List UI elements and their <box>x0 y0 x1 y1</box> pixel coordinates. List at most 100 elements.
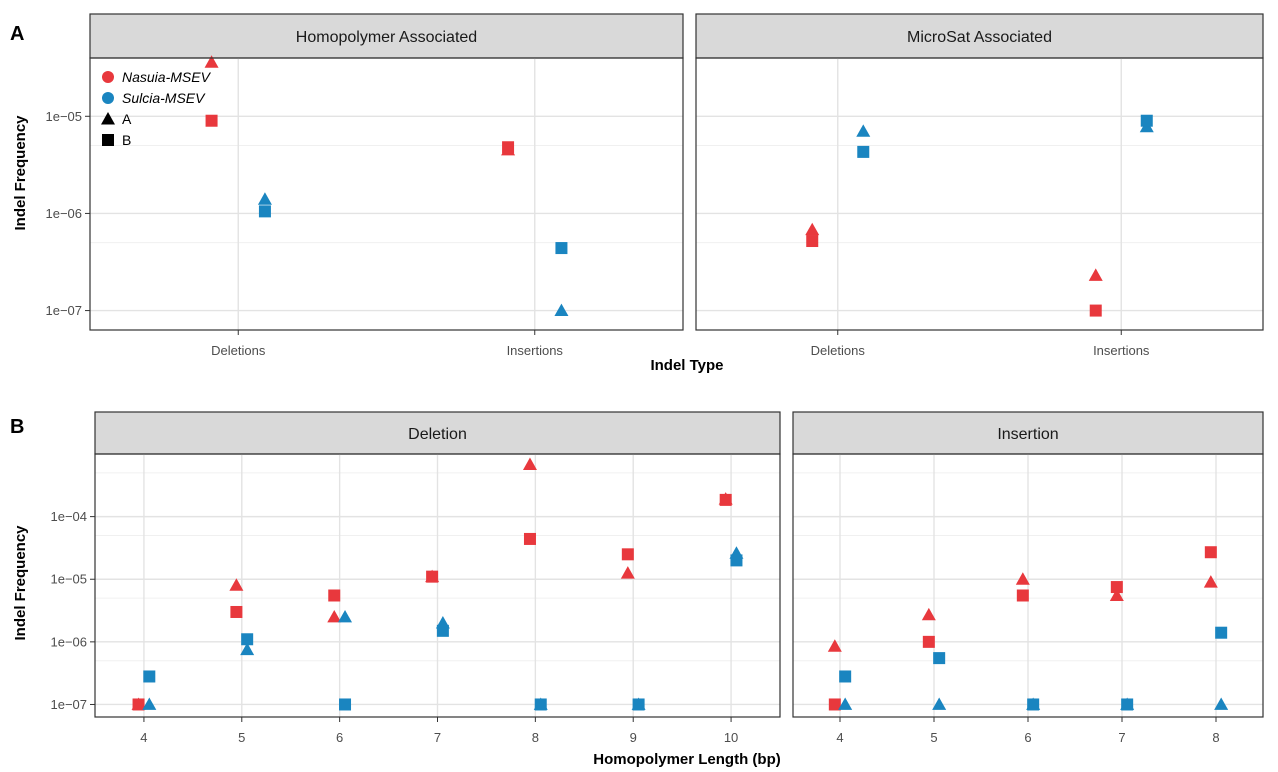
data-point-nasuia-b <box>502 141 515 154</box>
data-point-nasuia-b <box>1089 304 1102 317</box>
data-point-sulcia-b <box>555 242 568 255</box>
data-point-nasuia-a <box>522 457 537 470</box>
data-point-sulcia-b <box>730 554 743 567</box>
x-tick-label: 6 <box>336 730 343 745</box>
panel-a-x-axis-title: Indel Type <box>650 357 723 374</box>
panel-b-y-axis-title: Indel Frequency <box>12 525 29 641</box>
data-point-sulcia-a <box>932 697 947 710</box>
x-tick-label: 5 <box>238 730 245 745</box>
panel-border <box>695 57 1264 331</box>
data-point-nasuia-b <box>230 605 243 618</box>
data-point-nasuia-b <box>806 235 819 248</box>
legend-shape-marker <box>102 134 114 146</box>
facet-title: MicroSat Associated <box>907 29 1052 46</box>
legend-color-marker <box>102 92 114 104</box>
facet-strip <box>792 411 1264 455</box>
data-point-sulcia-a <box>856 124 871 137</box>
x-tick-label: 6 <box>1024 730 1031 745</box>
y-tick-label: 1e−05 <box>45 109 82 124</box>
y-tick-label: 1e−04 <box>50 509 87 524</box>
facet-title: Insertion <box>997 426 1058 443</box>
legend-color-label: Sulcia-MSEV <box>122 90 206 106</box>
data-point-nasuia-b <box>1204 546 1217 559</box>
data-point-sulcia-b <box>857 145 870 158</box>
legend: Nasuia-MSEV Sulcia-MSEV AB <box>101 69 212 148</box>
x-tick-label: 4 <box>836 730 843 745</box>
data-point-nasuia-a <box>1015 572 1030 585</box>
panel-a-facet-2: MicroSat Associated Deletions Insertions <box>695 13 1264 358</box>
data-point-sulcia-a <box>142 697 157 710</box>
y-tick-label: 1e−06 <box>50 634 87 649</box>
data-point-sulcia-b <box>1140 114 1153 127</box>
panel-b-x-axis-title: Homopolymer Length (bp) <box>593 751 781 768</box>
y-tick-label: 1e−07 <box>45 303 82 318</box>
data-point-nasuia-b <box>132 698 145 711</box>
legend-color-label: Nasuia-MSEV <box>122 69 212 85</box>
data-point-nasuia-a <box>620 566 635 579</box>
data-point-sulcia-b <box>1121 698 1134 711</box>
data-point-sulcia-a <box>338 609 353 623</box>
data-point-sulcia-b <box>839 670 852 683</box>
panel-a-letter: A <box>10 23 24 45</box>
data-point-nasuia-a <box>204 55 219 68</box>
panel-a-facet-1: Homopolymer Associated Deletions Insertion… <box>45 13 684 358</box>
x-tick-label: Insertions <box>1093 343 1150 358</box>
plot-panels: Homopolymer Associated Deletions Insertion… <box>45 13 1264 745</box>
data-point-nasuia-a <box>827 639 842 652</box>
data-point-nasuia-a <box>1109 588 1124 601</box>
x-tick-label: Deletions <box>811 343 866 358</box>
y-tick-label: 1e−07 <box>50 697 87 712</box>
y-tick-label: 1e−05 <box>50 572 87 587</box>
x-tick-label: 7 <box>1118 730 1125 745</box>
data-point-sulcia-b <box>1027 698 1040 711</box>
data-point-sulcia-a <box>1214 697 1229 710</box>
facet-strip <box>695 13 1264 59</box>
data-point-sulcia-b <box>436 624 449 637</box>
data-point-nasuia-b <box>205 114 218 127</box>
data-point-sulcia-b <box>1215 626 1228 639</box>
panel-a-y-axis-title: Indel Frequency <box>12 115 29 231</box>
data-point-sulcia-a <box>257 192 272 205</box>
facet-strip <box>89 13 684 59</box>
panel-b-facet-2: Insertion 4 5 6 7 8 <box>792 411 1264 745</box>
data-point-nasuia-b <box>828 698 841 711</box>
data-point-nasuia-b <box>523 532 536 545</box>
facet-title: Deletion <box>408 426 467 443</box>
x-tick-label: 4 <box>140 730 147 745</box>
data-point-nasuia-a <box>921 607 936 621</box>
data-point-sulcia-b <box>241 633 254 646</box>
data-point-sulcia-a <box>240 642 255 656</box>
x-tick-label: 5 <box>930 730 937 745</box>
x-tick-label: 10 <box>724 730 738 745</box>
data-point-nasuia-b <box>426 570 439 583</box>
data-point-nasuia-a <box>1203 575 1218 588</box>
data-point-nasuia-a <box>805 222 820 236</box>
panel-b-letter: B <box>10 416 24 438</box>
data-point-sulcia-b <box>339 698 352 711</box>
panel-border <box>89 57 684 331</box>
facet-title: Homopolymer Associated <box>296 29 477 46</box>
facet-strip <box>94 411 781 455</box>
legend-shape-label: A <box>122 111 132 127</box>
data-point-sulcia-a <box>838 697 853 710</box>
panel-b-facet-1: Deletion 4 5 6 7 8 9 10 1e−07 1e−06 1e−05 1e−04 <box>50 411 781 745</box>
data-point-nasuia-b <box>719 493 732 506</box>
x-tick-label: 8 <box>1212 730 1219 745</box>
data-point-nasuia-a <box>1088 268 1103 281</box>
data-point-nasuia-b <box>621 548 634 561</box>
data-point-sulcia-b <box>632 698 645 711</box>
data-point-sulcia-b <box>933 652 946 665</box>
data-point-nasuia-a <box>327 609 342 623</box>
x-tick-label: 8 <box>532 730 539 745</box>
data-point-nasuia-b <box>328 589 341 602</box>
data-point-sulcia-a <box>554 303 569 317</box>
y-tick-label: 1e−06 <box>45 206 82 221</box>
x-tick-label: Insertions <box>507 343 564 358</box>
data-point-sulcia-b <box>534 698 547 711</box>
x-tick-label: 7 <box>434 730 441 745</box>
x-tick-label: 9 <box>630 730 637 745</box>
data-point-nasuia-b <box>1016 589 1029 602</box>
legend-shape-marker <box>101 112 115 125</box>
data-point-nasuia-b <box>922 635 935 648</box>
